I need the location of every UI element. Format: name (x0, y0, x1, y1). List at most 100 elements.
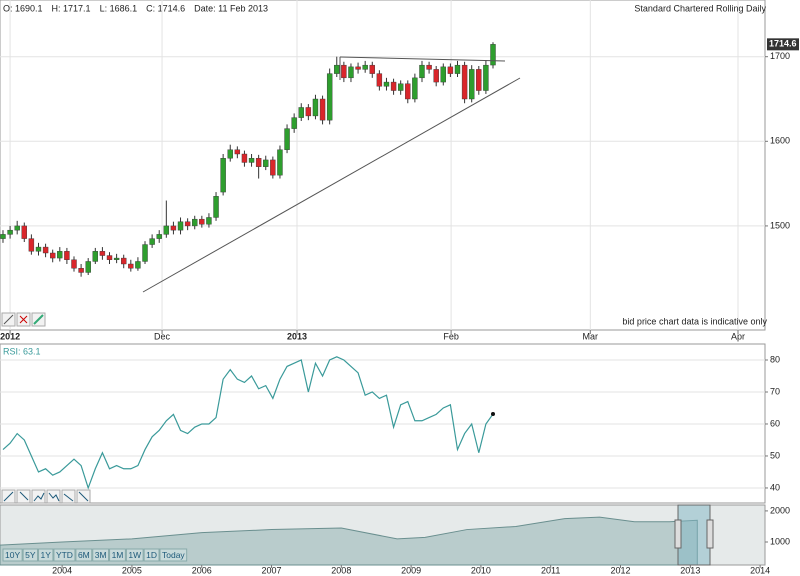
candle-body (433, 69, 439, 83)
y-tick-label: 50 (770, 450, 780, 460)
x-tick-label: 2013 (287, 331, 307, 341)
candle-body (156, 234, 162, 239)
range-button-label: 3M (95, 550, 107, 560)
candle-body (35, 246, 42, 252)
candle-body (7, 229, 13, 235)
candle-body (184, 221, 191, 227)
range-button[interactable]: 1D (143, 548, 160, 562)
candle-body (192, 218, 198, 227)
icon (3, 491, 89, 502)
range-button-label: 1W (128, 550, 141, 560)
candle-body (334, 64, 340, 74)
x-tick-label: Mar (583, 331, 599, 341)
candle-body (64, 251, 70, 260)
candle-body (319, 98, 326, 121)
candle-body (199, 218, 205, 225)
x-tick-label: Feb (443, 331, 459, 341)
ohlc-readout: L: 1686.1 (100, 3, 138, 13)
range-button[interactable]: 1Y (38, 548, 54, 562)
candle-body (390, 81, 397, 91)
candle-body (234, 149, 241, 155)
candle-body (298, 107, 304, 118)
y-tick-label: 2000 (770, 505, 790, 515)
candle-body (468, 69, 475, 100)
candle-body (355, 66, 361, 70)
navigator-selection[interactable] (677, 504, 711, 566)
candle-body (461, 64, 468, 100)
candle-body (255, 158, 262, 167)
candle-body (99, 251, 106, 256)
range-button[interactable]: 5Y (22, 548, 39, 562)
range-button[interactable]: 6M (75, 548, 93, 562)
candle-body (177, 221, 184, 231)
range-button-bg (143, 548, 160, 562)
candle-body (362, 64, 368, 70)
candle-body (263, 159, 269, 167)
tool-button[interactable] (16, 489, 31, 504)
candle-body (106, 255, 113, 260)
x-tick-label: 2013 (680, 565, 700, 575)
candle-body (376, 73, 383, 87)
tool-button[interactable] (46, 489, 61, 504)
x-tick-label: Apr (731, 331, 745, 341)
candle-body (92, 251, 99, 262)
x-tick-label: 2005 (122, 565, 142, 575)
x-tick-label: 2012 (610, 565, 630, 575)
y-tick-label: 1500 (770, 220, 790, 230)
candle-body (312, 98, 319, 117)
range-button-label: 6M (78, 550, 90, 560)
candle-body (28, 238, 35, 252)
x-tick-label: 2007 (262, 565, 282, 575)
candle-body (454, 64, 461, 74)
rsi-last-point (491, 412, 496, 417)
navigator-handle[interactable] (674, 519, 682, 549)
candle-body (440, 66, 446, 83)
candle-body (241, 153, 248, 163)
candle-body (206, 217, 212, 225)
candle-body (284, 128, 290, 150)
range-button-bg (92, 548, 110, 562)
range-button-bg (2, 548, 23, 562)
x-tick-label: 2012 (0, 331, 20, 341)
range-button-bg (75, 548, 93, 562)
candle-body (42, 246, 49, 254)
candle-body (57, 251, 63, 259)
x-tick-label: 2006 (192, 565, 212, 575)
candle-body (85, 261, 91, 273)
candle-body (405, 83, 411, 100)
y-tick-label: 70 (770, 386, 780, 396)
candle-body (326, 73, 333, 121)
range-button[interactable]: 1W (125, 548, 144, 562)
rsi-line (2, 356, 494, 490)
candle-body (419, 64, 425, 79)
indicator-tools (1, 489, 91, 504)
range-button[interactable]: 1M (109, 548, 126, 562)
x-tick-label: 2009 (401, 565, 421, 575)
candle-body (163, 225, 170, 235)
range-button[interactable]: 3M (92, 548, 110, 562)
candle-body (447, 66, 454, 74)
range-button-bg (125, 548, 144, 562)
candle-body (14, 225, 20, 231)
range-button-label: 5Y (25, 550, 36, 560)
candle-body (149, 238, 155, 245)
candle-body (490, 44, 496, 66)
range-button[interactable]: Today (159, 548, 188, 562)
range-button-label: 1M (112, 550, 124, 560)
draw-tools (1, 312, 46, 327)
range-button[interactable]: 10Y (2, 548, 23, 562)
tool-button[interactable] (61, 489, 76, 504)
candle-body (121, 257, 127, 265)
y-tick-label: 1600 (770, 136, 790, 146)
candle-body (305, 107, 312, 117)
candle-body (397, 83, 404, 91)
candle-body (0, 234, 6, 239)
y-tick-label: 1000 (770, 536, 790, 546)
navigator-handle[interactable] (706, 519, 714, 549)
ohlc-readout: O: 1690.1 (3, 3, 43, 13)
range-button-label: 1Y (41, 550, 52, 560)
range-button[interactable]: YTD (53, 548, 76, 562)
candle-body (113, 257, 120, 260)
candle-body (248, 158, 255, 163)
candle-body (227, 149, 233, 159)
